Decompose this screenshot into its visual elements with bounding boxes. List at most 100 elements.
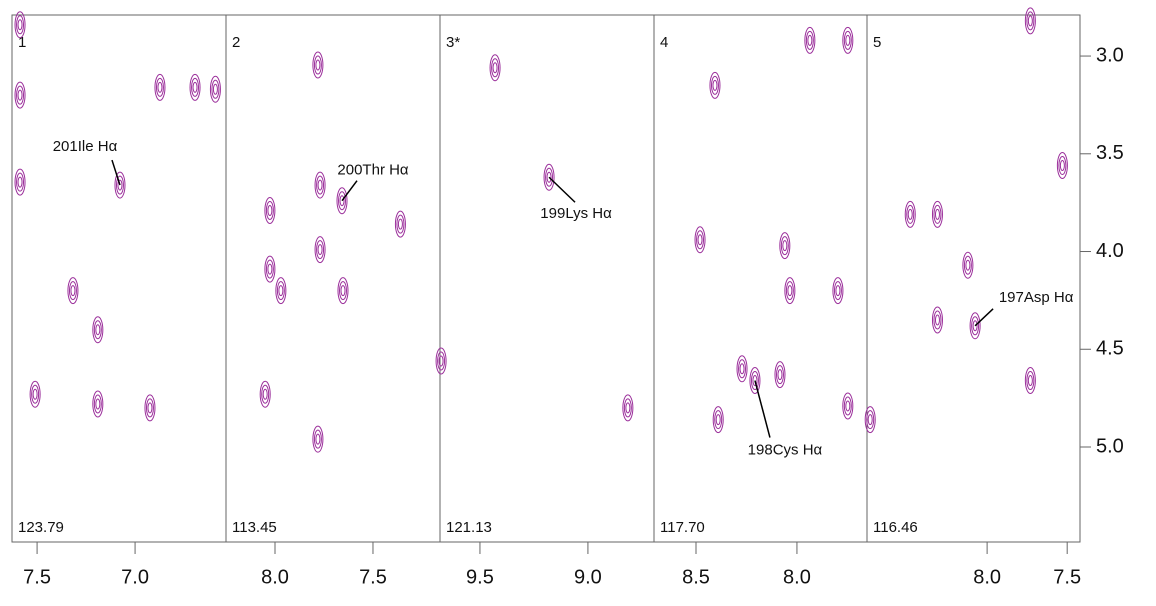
annotation-arrow <box>111 159 121 186</box>
contour <box>842 392 854 420</box>
contour <box>931 200 943 228</box>
contour <box>625 402 631 414</box>
contour <box>623 398 632 418</box>
contour <box>545 167 554 187</box>
x-tick-label: 9.0 <box>574 566 602 588</box>
peak <box>904 200 916 228</box>
contour <box>70 285 76 297</box>
contour <box>842 26 854 54</box>
contour <box>775 365 784 385</box>
contour <box>265 259 274 279</box>
contour <box>710 75 719 95</box>
contour <box>16 15 25 35</box>
peak <box>336 187 348 215</box>
contour <box>92 316 104 344</box>
y-tick-label: 3.5 <box>1096 142 1124 164</box>
contour <box>787 285 793 297</box>
contour <box>317 244 323 256</box>
contour <box>313 55 322 75</box>
contour <box>317 179 323 191</box>
peak <box>114 171 126 199</box>
contour <box>907 208 913 220</box>
contour <box>264 196 276 224</box>
contour <box>709 71 721 99</box>
contour <box>1024 367 1036 395</box>
peak <box>709 71 721 99</box>
y-tick-label: 5.0 <box>1096 435 1124 457</box>
contour <box>963 255 972 275</box>
annotation: 198Cys Hα <box>748 442 823 459</box>
contour <box>14 168 26 196</box>
peak <box>694 226 706 254</box>
x-tick-label: 7.5 <box>1053 566 1081 588</box>
contour <box>117 179 123 191</box>
contour <box>807 34 813 46</box>
contour <box>934 314 940 326</box>
plot-frame <box>11 14 1081 543</box>
contour <box>16 172 25 192</box>
contour <box>67 277 79 305</box>
contour <box>114 171 126 199</box>
peak <box>804 26 816 54</box>
peak <box>784 277 796 305</box>
contour <box>785 281 794 301</box>
contour <box>489 54 501 82</box>
peak <box>969 312 981 340</box>
contour <box>712 406 724 434</box>
contour <box>95 324 101 336</box>
y-tick-label: 4.0 <box>1096 240 1124 262</box>
contour <box>394 210 406 238</box>
contour <box>17 176 23 188</box>
contour <box>835 285 841 297</box>
contour <box>1026 11 1035 31</box>
contour <box>972 320 978 332</box>
peak <box>189 73 201 101</box>
contour <box>315 433 321 445</box>
contour <box>336 187 348 215</box>
contour <box>784 277 796 305</box>
peak <box>394 210 406 238</box>
annotation: 200Thr Hα <box>337 162 409 179</box>
plane-label: 117.70 <box>660 519 705 536</box>
contour <box>339 195 345 207</box>
peak <box>67 277 79 305</box>
contour <box>845 400 851 412</box>
contour <box>622 394 634 422</box>
x-tick-label: 7.5 <box>23 566 51 588</box>
contour <box>752 375 758 387</box>
contour <box>29 380 41 408</box>
contour <box>316 240 325 260</box>
contour <box>17 19 23 31</box>
contour <box>749 367 761 395</box>
peak <box>435 347 447 375</box>
contour <box>715 414 721 426</box>
contour <box>694 226 706 254</box>
peak <box>931 200 943 228</box>
contour <box>774 361 786 389</box>
contour <box>93 320 102 340</box>
peak <box>749 367 761 395</box>
peak <box>14 168 26 196</box>
contour <box>906 204 915 224</box>
contour <box>32 388 38 400</box>
contour <box>843 30 852 50</box>
contour <box>546 171 552 183</box>
contour <box>314 236 326 264</box>
contour <box>145 398 154 418</box>
contour <box>95 398 101 410</box>
contour <box>867 414 873 426</box>
contour <box>933 310 942 330</box>
peak <box>1024 7 1036 35</box>
annotation: 199Lys Hα <box>540 205 612 222</box>
panel-label: 1 <box>18 34 26 51</box>
contour <box>832 277 844 305</box>
annotation-arrow <box>974 308 994 327</box>
contour <box>1026 371 1035 391</box>
annotation: 197Asp Hα <box>999 289 1074 306</box>
peak <box>489 54 501 82</box>
contour <box>154 73 166 101</box>
annotation: 201Ile Hα <box>53 138 118 155</box>
contour <box>738 359 747 379</box>
panel-label: 2 <box>232 34 240 51</box>
contour <box>211 79 220 99</box>
